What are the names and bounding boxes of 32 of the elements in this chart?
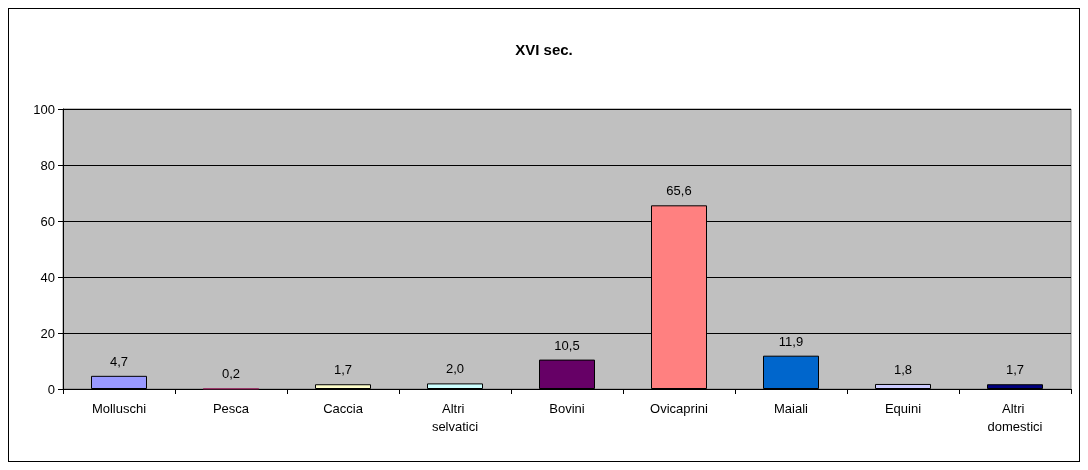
data-label: 0,2 xyxy=(221,366,241,382)
data-label: 2,0 xyxy=(445,361,465,377)
x-tick-label: Ovicaprini xyxy=(650,400,709,416)
x-tick-label: Equini xyxy=(884,400,922,416)
x-tick-label: Molluschi xyxy=(91,400,147,416)
y-tick-label: 100 xyxy=(33,101,55,117)
y-tick-label: 20 xyxy=(40,325,55,341)
y-tick-label: 0 xyxy=(47,381,55,397)
y-tick-label: 60 xyxy=(40,213,55,229)
x-tick-label: Pesca xyxy=(212,400,250,416)
bar xyxy=(875,383,931,389)
bar xyxy=(91,375,147,389)
data-label: 1,7 xyxy=(1005,362,1025,378)
bar xyxy=(427,383,483,389)
data-label: 4,7 xyxy=(109,353,129,369)
x-tick-label: Bovini xyxy=(549,400,585,416)
x-tick-label: Altri domestici xyxy=(987,400,1043,434)
data-label: 1,7 xyxy=(333,362,353,378)
x-tick-label: Maiali xyxy=(774,400,809,416)
data-label: 65,6 xyxy=(666,183,692,199)
x-tick-label: Caccia xyxy=(323,400,364,416)
bar xyxy=(987,384,1043,389)
data-label: 11,9 xyxy=(778,333,804,349)
bar xyxy=(539,359,595,389)
bar xyxy=(315,384,371,389)
x-tick-label: Altri selvatici xyxy=(431,400,479,434)
chart-title: XVI sec. xyxy=(515,41,573,58)
data-label: 1,8 xyxy=(893,361,913,377)
bar xyxy=(763,355,819,389)
data-label: 10,5 xyxy=(554,337,580,353)
y-tick-label: 40 xyxy=(40,269,55,285)
y-tick-label: 80 xyxy=(40,157,55,173)
